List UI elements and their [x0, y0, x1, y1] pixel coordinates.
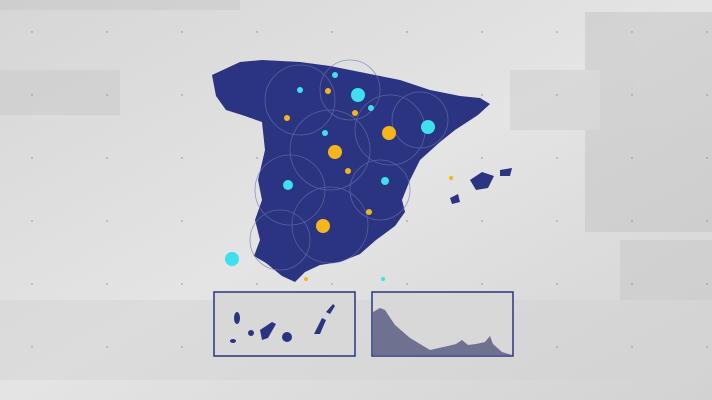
- grid-dot: [631, 283, 633, 285]
- marker-cyan: [225, 252, 239, 266]
- region-circle: [319, 59, 381, 121]
- marker-cyan: [421, 120, 435, 134]
- grid-dot: [256, 31, 258, 33]
- grid-dot: [106, 346, 108, 348]
- marker-cyan: [297, 87, 303, 93]
- grid-dot: [181, 220, 183, 222]
- grid-dot: [481, 157, 483, 159]
- grid-dot: [556, 31, 558, 33]
- grid-dot: [406, 220, 408, 222]
- grid-dot: [256, 157, 258, 159]
- grid-dot: [481, 94, 483, 96]
- grid-dot: [181, 346, 183, 348]
- marker-cyan: [381, 277, 385, 281]
- marker-cyan: [283, 180, 293, 190]
- region-circle: [291, 186, 369, 264]
- grid-dot: [181, 31, 183, 33]
- region-circle: [264, 64, 336, 136]
- grid-dot: [631, 157, 633, 159]
- inset-coastal-profile: [371, 291, 514, 357]
- grid-dot: [706, 94, 708, 96]
- marker-yellow: [382, 126, 396, 140]
- marker-yellow: [366, 209, 372, 215]
- region-circle: [391, 91, 449, 149]
- grid-dot: [631, 220, 633, 222]
- grid-dot: [331, 31, 333, 33]
- grid-dot: [31, 94, 33, 96]
- marker-yellow: [449, 176, 453, 180]
- grid-dot: [181, 157, 183, 159]
- grid-dot: [406, 283, 408, 285]
- grid-dot: [556, 157, 558, 159]
- grid-dot: [706, 220, 708, 222]
- grid-dot: [556, 220, 558, 222]
- marker-cyan: [351, 88, 365, 102]
- marker-yellow: [352, 110, 358, 116]
- region-circle: [349, 159, 411, 221]
- grid-dot: [556, 346, 558, 348]
- grid-dot: [631, 94, 633, 96]
- grid-dot: [556, 283, 558, 285]
- grid-dot: [106, 283, 108, 285]
- marker-yellow: [284, 115, 290, 121]
- grid-dot: [106, 94, 108, 96]
- grid-dot: [706, 346, 708, 348]
- grid-dot: [106, 157, 108, 159]
- grid-dot: [106, 31, 108, 33]
- region-circle: [254, 154, 326, 226]
- background-panels: [585, 12, 712, 232]
- grid-dot: [31, 346, 33, 348]
- region-circle: [289, 109, 371, 191]
- grid-dot: [481, 31, 483, 33]
- inset-canary-islands: [213, 291, 356, 357]
- grid-dot: [556, 94, 558, 96]
- grid-dot: [181, 94, 183, 96]
- marker-yellow: [325, 88, 331, 94]
- region-circle: [249, 209, 311, 271]
- grid-dot: [706, 283, 708, 285]
- marker-yellow: [345, 168, 351, 174]
- balearic-islands: [450, 168, 512, 204]
- grid-dot: [406, 31, 408, 33]
- grid-dot: [631, 31, 633, 33]
- marker-cyan: [322, 130, 328, 136]
- grid-dot: [31, 220, 33, 222]
- grid-dot: [631, 346, 633, 348]
- marker-yellow: [304, 277, 308, 281]
- marker-cyan: [381, 177, 389, 185]
- grid-dot: [706, 31, 708, 33]
- grid-dot: [31, 283, 33, 285]
- marker-cyan: [332, 72, 338, 78]
- grid-dot: [106, 220, 108, 222]
- marker-yellow: [328, 145, 342, 159]
- grid-dot: [706, 157, 708, 159]
- marker-cyan: [368, 105, 374, 111]
- region-circles: [249, 59, 449, 271]
- grid-dot: [31, 31, 33, 33]
- grid-dot: [256, 283, 258, 285]
- marker-yellow: [316, 219, 330, 233]
- grid-dot: [181, 283, 183, 285]
- markers: [225, 72, 453, 281]
- grid-dot: [481, 220, 483, 222]
- grid-dot: [331, 283, 333, 285]
- grid-dot: [31, 157, 33, 159]
- grid-dot: [481, 283, 483, 285]
